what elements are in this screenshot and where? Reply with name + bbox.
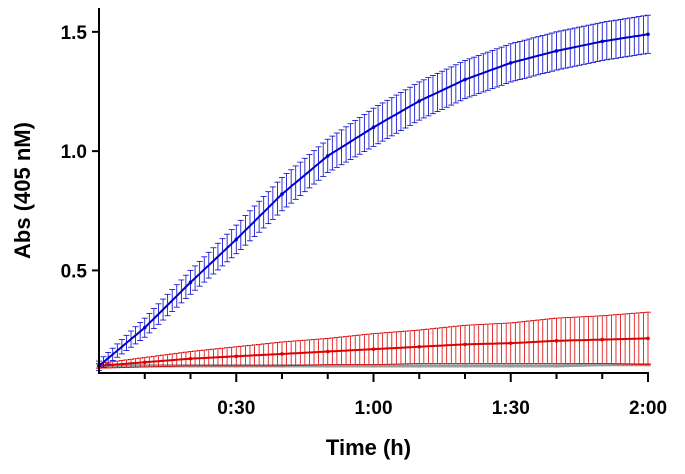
data-point <box>646 336 650 341</box>
y-axis-title: Abs (405 nM) <box>10 122 35 259</box>
x-tick-label: 1:00 <box>354 398 392 419</box>
data-point <box>142 325 147 330</box>
series-1 <box>96 311 651 369</box>
series-0 <box>96 14 651 372</box>
data-point <box>234 354 239 359</box>
data-point <box>280 192 284 196</box>
y-tick-label: 1.5 <box>61 23 88 44</box>
data-point <box>508 341 513 345</box>
data-point <box>142 360 147 365</box>
data-point <box>325 349 330 354</box>
data-point <box>188 356 193 361</box>
data-point <box>554 338 559 343</box>
data-point <box>463 364 467 368</box>
data-point <box>508 364 513 368</box>
data-point <box>371 125 376 130</box>
data-point <box>600 39 605 44</box>
data-point <box>508 61 513 65</box>
x-tick-label: 2:00 <box>629 398 667 419</box>
data-point <box>417 99 422 103</box>
series-layer <box>96 14 651 372</box>
data-point <box>463 77 467 82</box>
data-point <box>417 364 422 368</box>
data-point <box>188 280 193 285</box>
x-axis-title: Time (h) <box>326 435 411 460</box>
data-point <box>371 347 376 351</box>
data-point <box>463 342 467 347</box>
x-tick-label: 1:30 <box>492 398 530 419</box>
data-point <box>234 237 239 242</box>
axes-layer <box>98 8 649 374</box>
ticks-layer: 0.5 1.0 1.5 0:30 1:00 1:30 2:00 <box>61 23 667 419</box>
data-point <box>554 364 559 368</box>
y-tick-label: 0.5 <box>61 261 88 282</box>
data-point <box>554 49 559 53</box>
data-point <box>417 344 422 349</box>
data-point <box>600 337 605 342</box>
data-point <box>646 32 650 37</box>
series-line <box>98 33 649 367</box>
data-point <box>280 352 284 356</box>
x-tick-label: 0:30 <box>217 398 255 419</box>
y-tick-label: 1.0 <box>61 142 87 163</box>
data-point <box>325 154 330 158</box>
